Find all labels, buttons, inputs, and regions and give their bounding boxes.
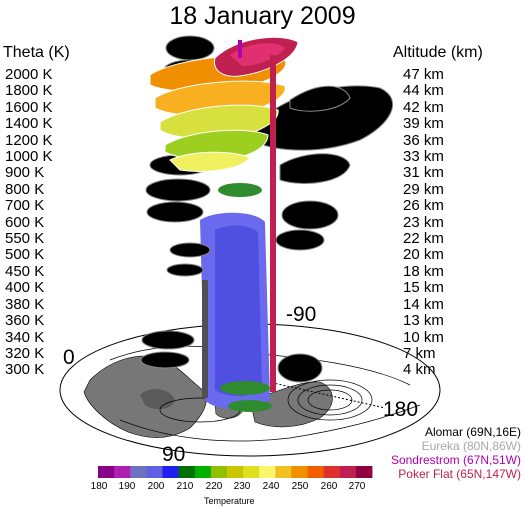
- colorbar-swatch: [291, 466, 308, 478]
- colorbar-swatch: [146, 466, 163, 478]
- theta-level: 500 K: [5, 246, 45, 264]
- colorbar-swatch: [114, 466, 131, 478]
- altitude-level: 7 km: [403, 344, 436, 362]
- colorbar-swatch: [98, 466, 115, 478]
- colorbar-swatch: [323, 466, 341, 478]
- colorbar-swatch: [130, 466, 147, 478]
- colorbar-swatch: [243, 466, 260, 478]
- altitude-level: 22 km: [403, 230, 444, 248]
- altitude-level: 36 km: [403, 131, 444, 149]
- colorbar-swatch: [162, 466, 179, 478]
- colorbar-tick: 180: [90, 481, 108, 492]
- longitude-label-180: 180: [383, 398, 419, 421]
- theta-level-list: 2000 K 1800 K 1600 K 1400 K 1200 K 1000 …: [5, 66, 53, 379]
- colorbar-swatch: [194, 466, 212, 478]
- altitude-level: 10 km: [403, 328, 444, 346]
- colorbar-ticks: 180 190 200 210 220 230 240 250 260 270: [84, 481, 384, 495]
- colorbar-swatch: [178, 466, 196, 478]
- colorbar-tick: 250: [291, 481, 309, 492]
- altitude-level: 26 km: [403, 197, 444, 215]
- colorbar-tick: 230: [233, 481, 251, 492]
- theta-level: 800 K: [5, 180, 45, 198]
- colorbar-tick: 190: [118, 481, 136, 492]
- site-poker-flat: Poker Flat (65N,147W): [398, 467, 521, 481]
- theta-level: 320 K: [5, 344, 45, 362]
- altitude-level: 4 km: [403, 361, 436, 379]
- theta-level: 1200 K: [5, 131, 53, 149]
- altitude-level: 14 km: [403, 295, 444, 313]
- colorbar-tick: 260: [320, 481, 338, 492]
- theta-level: 300 K: [5, 361, 45, 379]
- altitude-level: 44 km: [403, 82, 444, 100]
- theta-level: 2000 K: [5, 66, 53, 83]
- altitude-header: Altitude (km): [393, 44, 483, 61]
- land-north-america: [249, 381, 333, 428]
- altitude-level: 18 km: [403, 262, 444, 280]
- longitude-label-0: 0: [63, 346, 75, 369]
- theta-level: 900 K: [5, 164, 45, 182]
- altitude-level: 20 km: [403, 246, 444, 264]
- theta-level: 1800 K: [5, 82, 53, 100]
- colorbar-tick: 270: [348, 481, 366, 492]
- theta-level: 600 K: [5, 213, 45, 231]
- colorbar-swatch: [355, 466, 373, 478]
- altitude-level: 13 km: [403, 312, 444, 330]
- colorbar-swatch: [275, 466, 292, 478]
- colorbar-swatch: [339, 466, 357, 478]
- site-alomar: Alomar (69N,16E): [424, 425, 521, 439]
- colorbar-tick: 240: [262, 481, 280, 492]
- colorbar-tick: 210: [176, 481, 194, 492]
- colorbar-swatch: [210, 466, 228, 478]
- altitude-level: 42 km: [403, 98, 444, 116]
- altitude-list: 47 km 44 km 42 km 39 km 36 km 33 km 31 k…: [403, 66, 444, 379]
- theta-level: 450 K: [5, 262, 45, 280]
- theta-level: 360 K: [5, 312, 45, 330]
- altitude-level: 47 km: [403, 66, 444, 83]
- theta-level: 400 K: [5, 279, 45, 297]
- land-detail: [140, 388, 175, 410]
- longitude-label-minus-90: -90: [286, 303, 317, 326]
- figure-title: 18 January 2009: [169, 2, 356, 30]
- altitude-level: 15 km: [403, 279, 444, 297]
- theta-level: 380 K: [5, 295, 45, 313]
- colorbar-swatch: [307, 466, 325, 478]
- station-tracers: [202, 40, 276, 398]
- theta-level: 550 K: [5, 230, 45, 248]
- site-sondrestrom: Sondrestrom (67N,51W): [390, 453, 521, 467]
- colorbar-tick: 220: [205, 481, 223, 492]
- altitude-level: 31 km: [403, 164, 444, 182]
- colorbar-swatch: [259, 466, 276, 478]
- colorbar-tick: 200: [147, 481, 165, 492]
- colorbar-swatch: [226, 466, 244, 478]
- altitude-level: 29 km: [403, 180, 444, 198]
- theta-header: Theta (K): [3, 44, 70, 61]
- theta-level: 700 K: [5, 197, 45, 215]
- colorbar-label: Temperature: [204, 496, 255, 506]
- theta-level: 1400 K: [5, 115, 53, 133]
- theta-level: 1600 K: [5, 98, 53, 116]
- level-sheets: [140, 35, 393, 383]
- theta-level: 1000 K: [5, 148, 53, 166]
- site-eureka: Eureka (80N,86W): [421, 439, 521, 453]
- temperature-colorbar: [98, 466, 373, 478]
- longitude-label-90: 90: [162, 443, 186, 466]
- altitude-level: 23 km: [403, 213, 444, 231]
- theta-level: 340 K: [5, 328, 45, 346]
- altitude-level: 39 km: [403, 115, 444, 133]
- color-sheets: [149, 36, 299, 172]
- altitude-level: 33 km: [403, 148, 444, 166]
- vortex-column: [200, 183, 272, 412]
